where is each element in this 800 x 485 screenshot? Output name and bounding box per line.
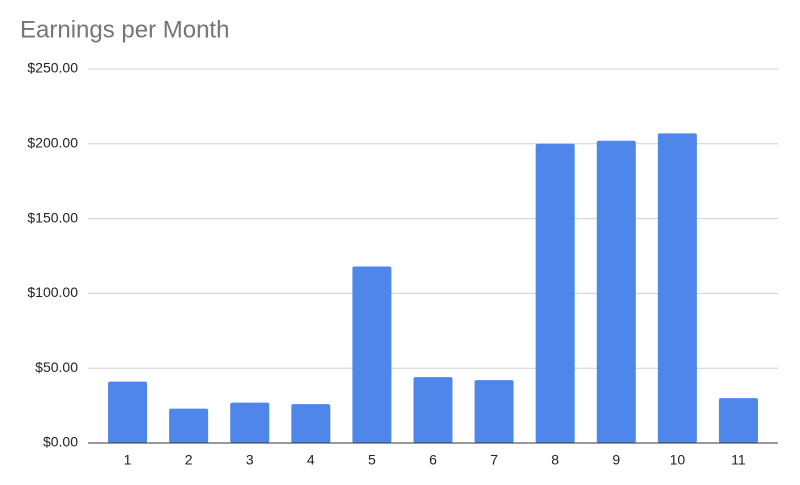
x-tick-label: 4 [307,452,315,468]
bar [291,404,331,443]
bar [352,266,392,443]
x-tick-label: 7 [490,452,498,468]
x-tick-label: 1 [124,452,132,468]
x-tick-label: 9 [612,452,620,468]
y-tick-label: $250.00 [27,60,78,76]
x-tick-label: 3 [246,452,254,468]
x-tick-label: 2 [185,452,193,468]
bar [718,398,758,443]
y-tick-label: $150.00 [27,209,78,225]
x-tick-label: 8 [551,452,559,468]
x-tick-label: 10 [670,452,686,468]
chart-title: Earnings per Month [20,16,229,43]
x-tick-label: 6 [429,452,437,468]
y-tick-label: $50.00 [35,359,78,375]
bar [474,380,514,443]
y-tick-label: $200.00 [27,135,78,151]
bar [413,377,453,443]
x-tick-label: 5 [368,452,376,468]
bar [108,381,148,443]
bar [535,143,575,444]
x-tick-label: 11 [731,452,746,468]
y-tick-label: $100.00 [27,284,78,300]
bar [169,408,209,443]
bar [657,133,697,443]
bar [596,140,636,444]
bar [230,402,270,443]
y-tick-label: $0.00 [43,434,78,450]
